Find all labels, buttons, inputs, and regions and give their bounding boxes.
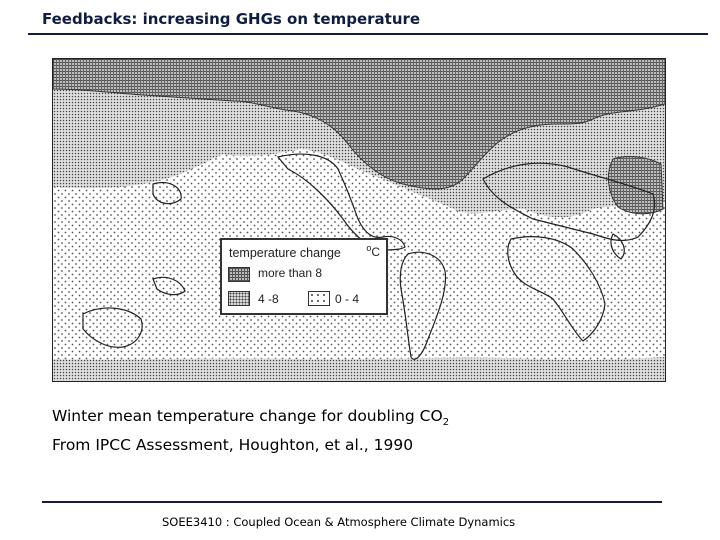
legend-swatch-0-4 bbox=[308, 291, 330, 306]
map-graphic bbox=[53, 59, 665, 381]
coastlines bbox=[82, 153, 656, 360]
slide-title: Feedbacks: increasing GHGs on temperatur… bbox=[42, 10, 421, 28]
caption-co2-subscript: 2 bbox=[442, 417, 450, 429]
title-divider bbox=[28, 33, 708, 35]
legend-label-4-8: 4 -8 bbox=[258, 292, 279, 306]
legend-unit-letter: C bbox=[371, 245, 380, 259]
caption-line-1: Winter mean temperature change for doubl… bbox=[52, 405, 449, 434]
legend-swatch-more-than-8 bbox=[228, 267, 250, 282]
legend-label-0-4: 0 - 4 bbox=[335, 292, 360, 306]
zone-high-arctic bbox=[53, 59, 665, 190]
legend-label-more-than-8: more than 8 bbox=[258, 266, 323, 280]
caption-line-2: From IPCC Assessment, Houghton, et al., … bbox=[52, 436, 414, 455]
legend-title: temperature change bbox=[229, 246, 341, 260]
footer-divider bbox=[42, 501, 662, 503]
map-legend: temperature change oC more than 8 4 -8 0… bbox=[220, 238, 388, 315]
zone-high-siberia bbox=[607, 156, 664, 215]
caption-line-1-text: Winter mean temperature change for doubl… bbox=[52, 407, 443, 425]
legend-unit-degree: o bbox=[366, 243, 372, 253]
legend-swatch-4-8 bbox=[228, 291, 250, 306]
world-map: temperature change oC more than 8 4 -8 0… bbox=[52, 58, 666, 382]
figure-caption: Winter mean temperature change for doubl… bbox=[52, 405, 449, 457]
slide-footer: SOEE3410 : Coupled Ocean & Atmosphere Cl… bbox=[162, 515, 516, 529]
zone-4-8-south bbox=[53, 357, 665, 381]
legend-unit: oC bbox=[366, 243, 380, 259]
